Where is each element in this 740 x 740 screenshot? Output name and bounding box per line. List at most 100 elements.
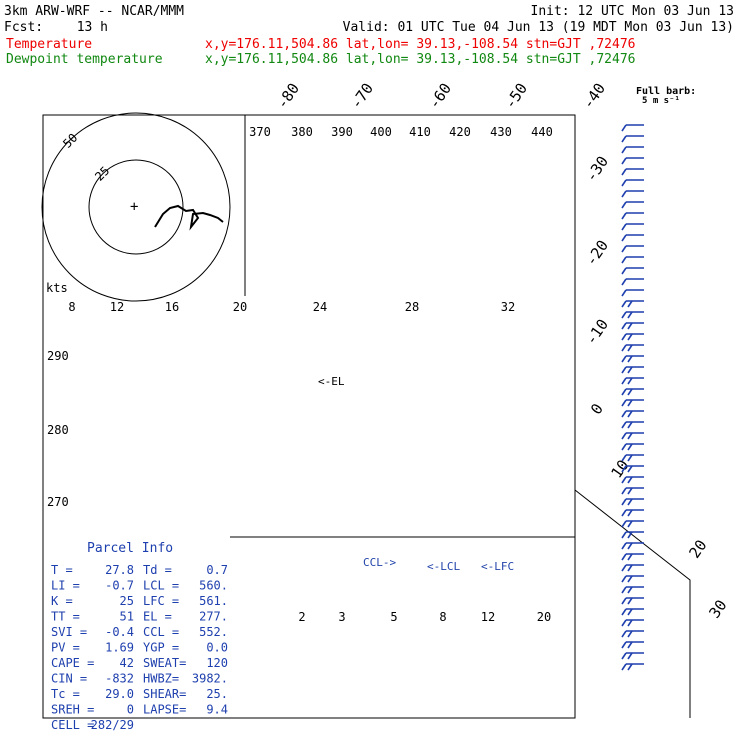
wind-barb [621,234,644,242]
parcel-row-value: 0.7 [206,563,228,577]
wind-barb [621,608,644,616]
theta-label: 370 [249,125,271,139]
wind-barb [621,157,644,165]
wind-barb [621,311,644,319]
hodograph-background [44,116,246,296]
wind-barb [621,388,644,396]
theta-label: 420 [449,125,471,139]
theta-label: 280 [47,423,69,437]
parcel-row-label: LFC = [143,594,179,608]
chart-labels: 1002003004005006007008009001000-80-70-60… [0,0,731,624]
annotation-lcl: <-LCL [427,560,460,573]
wind-barb [621,267,644,275]
wind-barb [621,146,644,154]
parcel-row-value: 29.0 [105,687,134,701]
theta-label: 410 [409,125,431,139]
theta-label: 440 [531,125,553,139]
parcel-row-value: -832 [105,672,134,686]
isotherm-label: -10 [582,316,612,349]
parcel-row-value: 0 [127,703,134,717]
parcel-row-value: 25. [206,687,228,701]
parcel-row-label: Tc = [51,687,80,701]
parcel-row-value: 27.8 [105,563,134,577]
annotation-el: <-EL [318,375,345,388]
theta-label: 270 [47,495,69,509]
wind-barb [621,553,644,561]
parcel-row-value: 25 [120,594,134,608]
isotherm-label: -40 [579,80,609,113]
parcel-row-label: K = [51,594,73,608]
parcel-row-label: EL = [143,610,172,624]
legend-temperature-name: Temperature [6,37,92,52]
parcel-row-value: 560. [199,579,228,593]
mixing-ratio-label: 20 [537,610,551,624]
wind-barb [621,586,644,594]
hodograph-ring-50 [41,112,231,302]
parcel-row-label: HWBZ= [143,672,179,686]
mixing-ratio-label: 3 [338,610,345,624]
chart-grid [42,114,691,719]
parcel-row-label: SHEAR= [143,687,186,701]
hodograph-center: + [130,199,138,215]
barb-legend-line1: Full barb: [636,86,696,97]
parcel-row-value: 277. [199,610,228,624]
legend-temperature-info: x,y=176.11,504.86 lat,lon= 39.13,-108.54… [205,37,635,52]
parcel-row-value: 3982. [192,672,228,686]
theta-label: 430 [490,125,512,139]
parcel-row-label: CCL = [143,625,179,639]
wind-barb [621,619,644,627]
skew-edge [574,489,691,718]
parcel-row-value: 282/29 [91,718,134,732]
wind-barb [621,168,644,176]
mixing-ratio-label: 16 [165,300,179,314]
isotherm-label: -60 [425,80,455,113]
isotherm-label: 0 [587,400,607,418]
wind-barb [621,179,644,187]
parcel-row-label: SREH = [51,703,94,717]
wind-barb [621,300,644,308]
theta-label: 390 [331,125,353,139]
wind-barb [621,366,644,374]
plot-frame [42,114,576,719]
wind-barb [621,256,644,264]
barb-legend-line2: 5 m s⁻¹ [642,96,680,106]
fcst-label: Fcst: [4,20,43,35]
annotation-lfc: <-LFC [481,560,514,573]
mixing-ratio-label: 5 [390,610,397,624]
mixing-ratio-label: 24 [313,300,327,314]
wind-barb [621,454,644,462]
wind-barb [621,597,644,605]
hodograph-trace [154,204,224,231]
init-time: Init: 12 UTC Mon 03 Jun 13 [531,4,735,19]
parcel-row-value: 552. [199,625,228,639]
wind-barb [621,135,644,143]
wind-barb [621,476,644,484]
mixing-ratio-label: 8 [439,610,446,624]
wind-barb [621,465,644,473]
wind-barb [621,663,644,671]
mixing-ratio-label: 12 [110,300,124,314]
parcel-row-value: -0.7 [105,579,134,593]
parcel-row-value: 42 [120,656,134,670]
wind-barb [621,333,644,341]
fcst-value: 13 h [77,20,108,35]
parcel-row-value: 120 [206,656,228,670]
wind-barb [621,421,644,429]
isotherm-label: -30 [582,153,612,186]
wind-barb [621,377,644,385]
wind-barb [621,355,644,363]
parcel-row-value: 51 [120,610,134,624]
mixing-ratio-label: 20 [233,300,247,314]
wind-barb [621,245,644,253]
theta-label: 290 [47,349,69,363]
wind-barb [621,487,644,495]
legend-dewpoint-name: Dewpoint temperature [6,52,163,67]
isotherm-label: 20 [685,536,710,561]
parcel-row-label: YGP = [143,641,179,655]
wind-barb [621,520,644,528]
annotation-ccl: CCL-> [363,556,396,569]
wind-barb [621,212,644,220]
parcel-row-label: TT = [51,610,80,624]
wind-barb [621,124,644,132]
